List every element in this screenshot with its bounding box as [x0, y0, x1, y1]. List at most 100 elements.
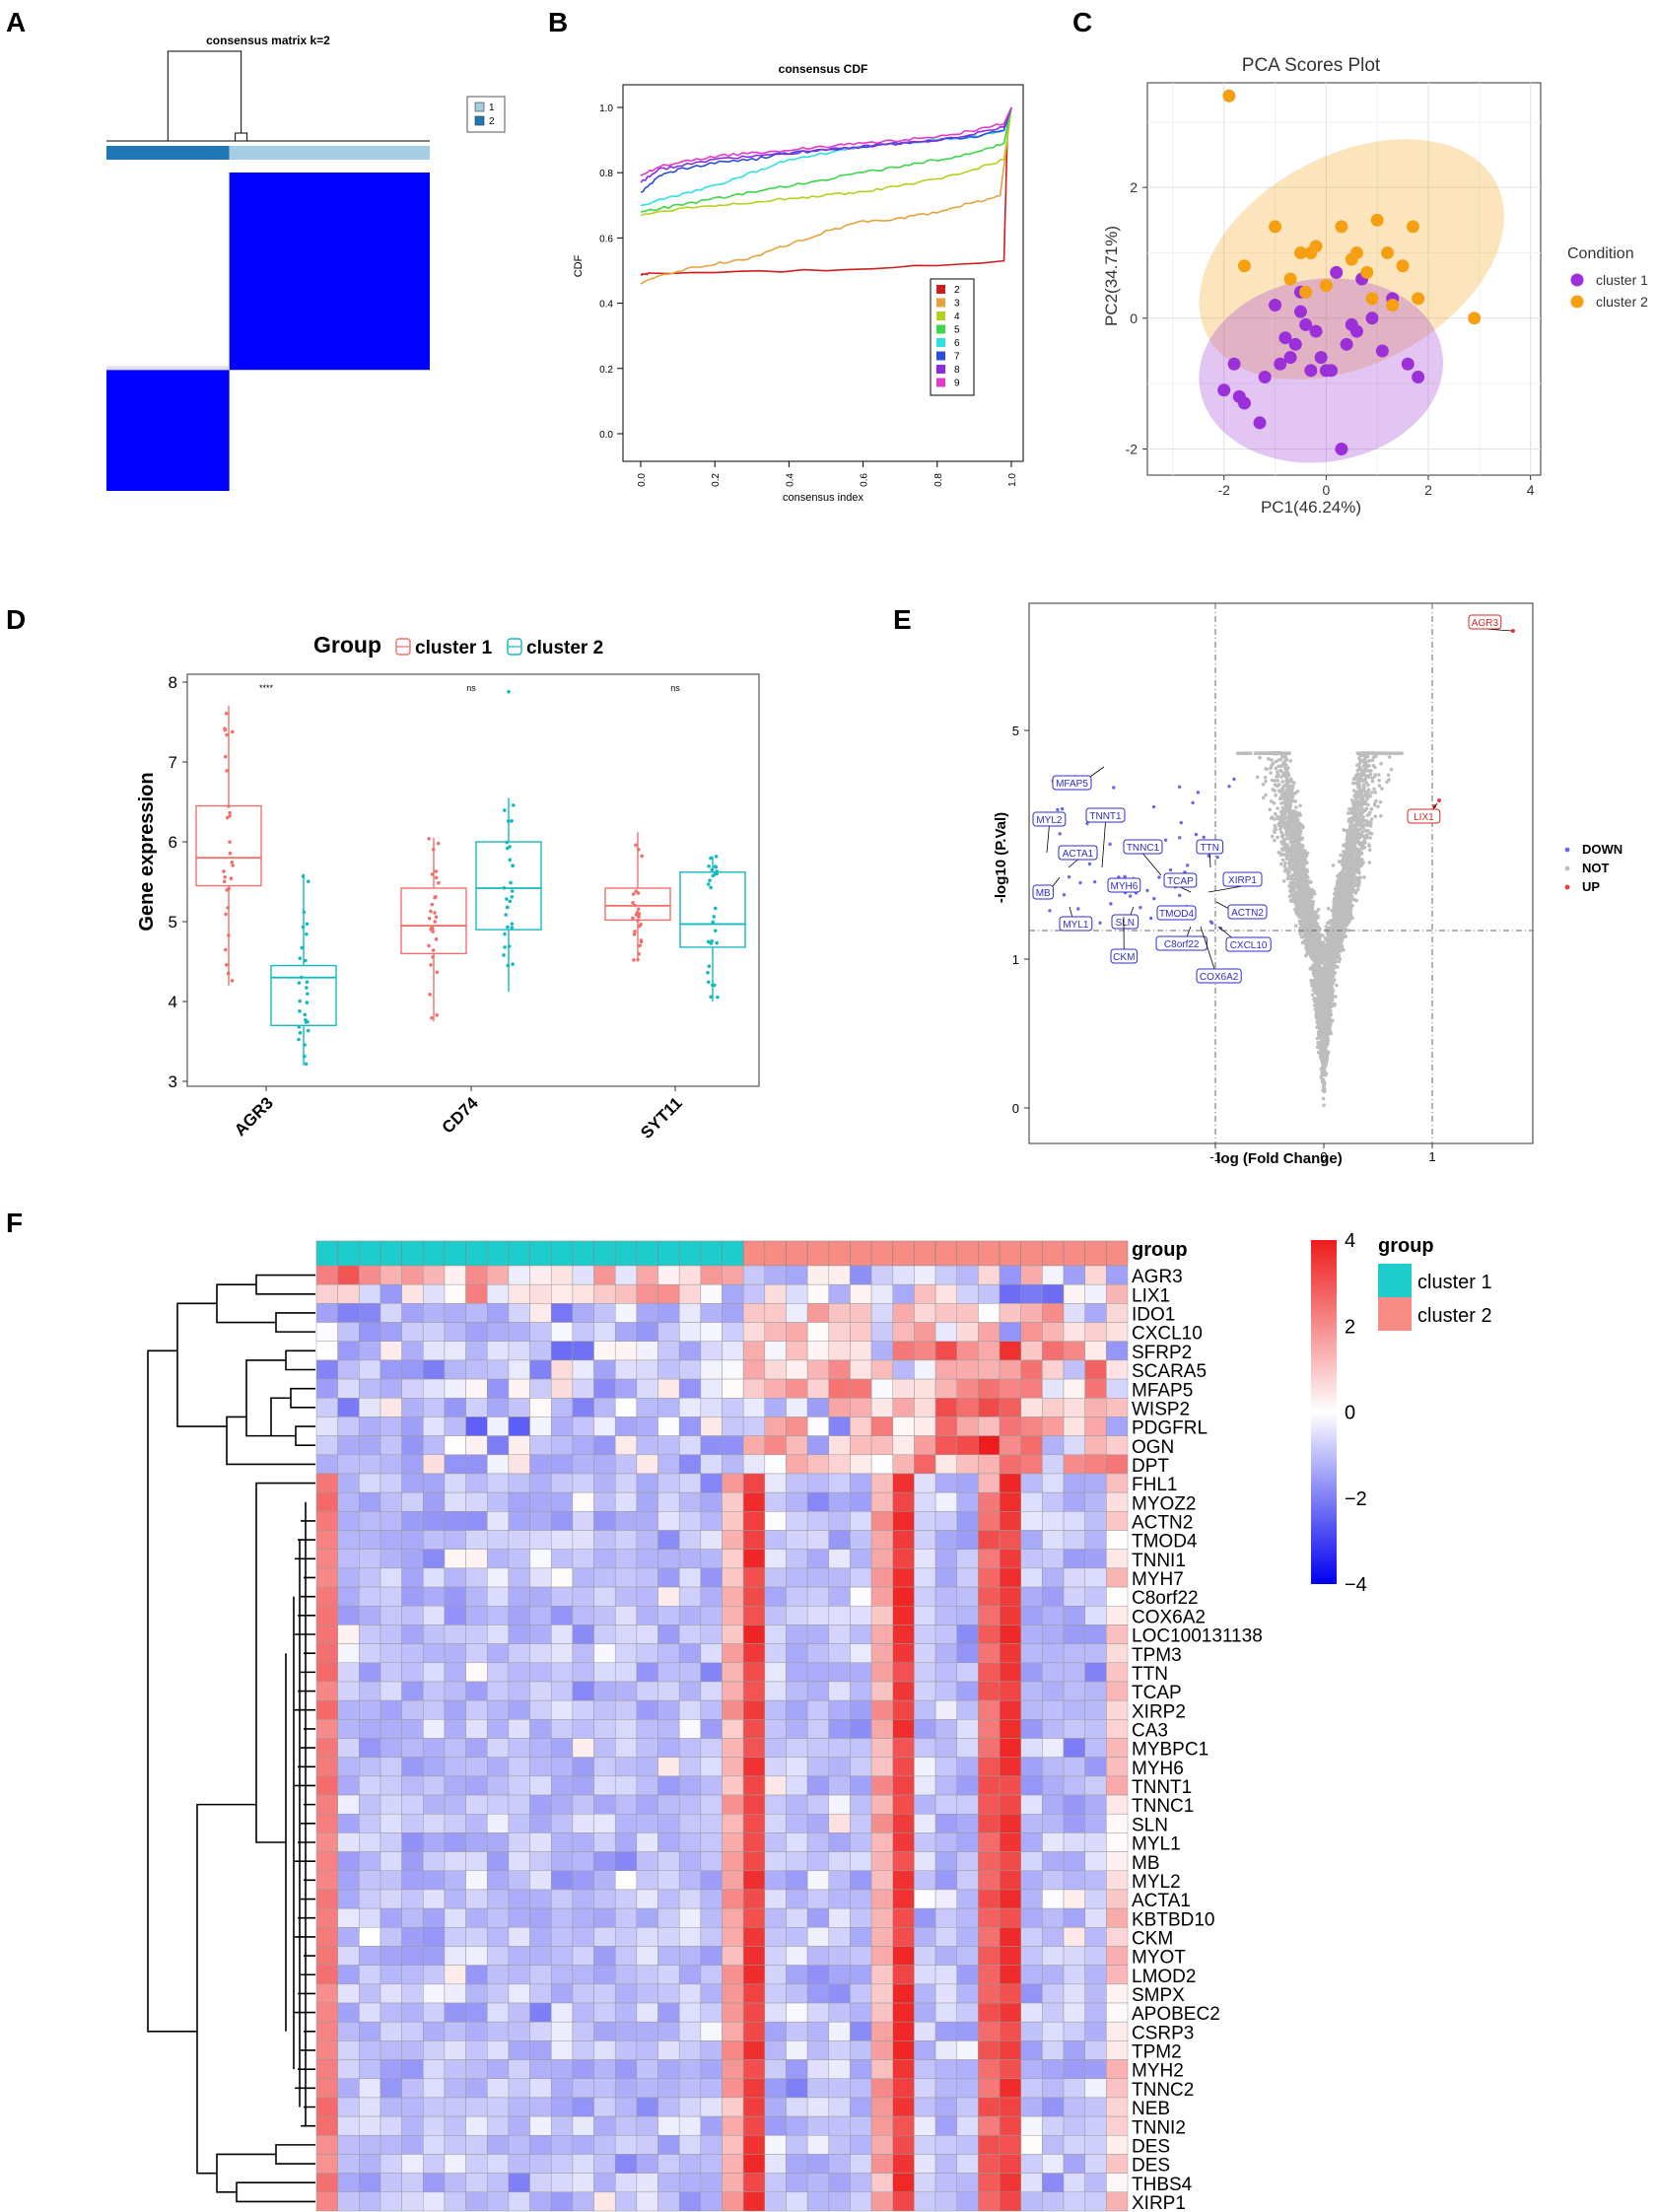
- panel-f-cell: [1020, 1303, 1043, 1323]
- panel-f-annotation-cluster-1: [700, 1240, 723, 1267]
- panel-f-gene-label: TPM3: [1132, 1645, 1182, 1666]
- panel-f-cell: [465, 1359, 488, 1380]
- panel-f-cell: [657, 1681, 680, 1701]
- panel-f-cell: [1042, 1454, 1065, 1475]
- panel-f-annotation-cluster-1: [508, 1240, 530, 1267]
- panel-f-cell: [1106, 2002, 1129, 2023]
- panel-f-cell: [850, 1511, 872, 1531]
- panel-f-cell: [678, 1378, 702, 1399]
- panel-f-cell: [870, 1567, 894, 1588]
- panel-f-cell: [636, 2191, 658, 2212]
- panel-f-cell: [1020, 1699, 1043, 1720]
- panel-f-cell: [593, 1832, 616, 1852]
- panel-f-cell: [786, 1491, 808, 1512]
- panel-f-cell: [657, 1719, 680, 1739]
- panel-f-cell: [999, 1303, 1021, 1323]
- panel-f-cell: [956, 2021, 979, 2041]
- panel-f-cell: [465, 2040, 488, 2060]
- panel-f-cell: [508, 1719, 530, 1739]
- panel-f-cell: [401, 1265, 424, 1285]
- panel-f-cell: [550, 1398, 574, 1417]
- panel-f-cell: [828, 2191, 851, 2212]
- panel-f-cell: [465, 1378, 488, 1399]
- panel-f-cell: [1020, 1851, 1043, 1872]
- panel-d-box-SYT11-cluster-1-point: [631, 916, 635, 921]
- panel-f-cell: [423, 1605, 446, 1625]
- panel-f-cell: [572, 1738, 594, 1758]
- panel-f-cell: [978, 1530, 1001, 1550]
- panel-f-cell: [786, 1265, 808, 1285]
- panel-f-cell: [337, 1738, 360, 1758]
- panel-f-cell: [657, 2040, 680, 2060]
- panel-c-legend-label-cluster-2: cluster 2: [1596, 294, 1648, 310]
- panel-f-cell: [870, 2173, 894, 2193]
- panel-f-cell: [529, 1907, 552, 1928]
- panel-f-cell: [315, 2040, 338, 2060]
- panel-f-cell: [359, 1907, 381, 1928]
- panel-f-cell: [487, 1681, 510, 1701]
- panel-f-cell: [722, 2135, 744, 2155]
- panel-f-cell: [444, 1491, 466, 1512]
- panel-b-legend-label-k9: 9: [954, 379, 960, 389]
- panel-f-cell: [1042, 2021, 1065, 2041]
- panel-c-point-cluster-2: [1381, 245, 1395, 259]
- panel-e-point-down: [1151, 804, 1156, 809]
- panel-f-cell: [636, 1530, 658, 1550]
- panel-f-cell: [337, 2135, 360, 2155]
- panel-f-cell: [1042, 1341, 1065, 1361]
- panel-f-cell: [1063, 1265, 1085, 1285]
- panel-f-cell: [508, 1283, 530, 1304]
- panel-f-cell: [315, 1567, 338, 1588]
- panel-f-cell: [914, 1813, 936, 1833]
- panel-f-cell: [487, 1473, 510, 1493]
- panel-f-cell: [465, 1417, 488, 1436]
- panel-e-label-box: [1059, 916, 1093, 932]
- panel-f-cell: [359, 1624, 381, 1644]
- panel-f-annotation-cluster-2: [1020, 1240, 1043, 1267]
- panel-f-cell: [380, 1813, 402, 1833]
- panel-d-box-SYT11-cluster-2-point: [710, 867, 715, 872]
- panel-f-cell: [892, 1907, 915, 1928]
- panel-c-frame: [1146, 82, 1542, 476]
- panel-f-cell: [678, 1265, 702, 1285]
- panel-a-legend-swatch-1: [474, 102, 485, 112]
- panel-f-cell: [1063, 1775, 1085, 1796]
- panel-e-point-down: [1168, 867, 1173, 872]
- panel-d-box-SYT11-cluster-2-point: [713, 906, 718, 911]
- panel-f-cell: [722, 1586, 744, 1607]
- panel-f-cell: [1106, 2173, 1129, 2193]
- panel-f-cell: [1063, 1927, 1085, 1947]
- panel-f-cell: [978, 1341, 1001, 1361]
- panel-f-cell: [978, 1549, 1001, 1569]
- panel-f-cell: [337, 1378, 360, 1399]
- panel-f-cell: [657, 1303, 680, 1323]
- panel-f-cell: [914, 1586, 936, 1607]
- panel-f-cell: [742, 1265, 766, 1285]
- panel-f-cell: [508, 1794, 530, 1815]
- panel-f-cell: [359, 1341, 381, 1361]
- panel-f-cell: [892, 2191, 915, 2212]
- panel-f-cell: [337, 1567, 360, 1588]
- panel-d-box-SYT11-cluster-1-point: [632, 958, 636, 962]
- panel-d-box-AGR3-cluster-1-point: [228, 851, 233, 856]
- panel-f-cell: [487, 1927, 510, 1947]
- panel-f-cell: [914, 2078, 936, 2099]
- panel-f-cell: [423, 1454, 446, 1475]
- panel-d-box-AGR3-cluster-2-point: [297, 1037, 301, 1042]
- panel-f-cell: [337, 1605, 360, 1625]
- panel-f-cell: [508, 1757, 530, 1777]
- panel-f-cell: [934, 1530, 957, 1550]
- panel-f-cell: [722, 1454, 744, 1475]
- panel-f-cell: [978, 1889, 1001, 1909]
- panel-f-cell: [978, 2135, 1001, 2155]
- panel-f-cell: [806, 1303, 830, 1323]
- panel-f-cell: [657, 1265, 680, 1285]
- panel-f-cell: [722, 1775, 744, 1796]
- panel-f-cell: [1084, 1965, 1107, 1985]
- panel-b-xlabel: consensus index: [783, 492, 863, 504]
- panel-f-cell: [423, 1417, 446, 1436]
- panel-f-cell: [722, 2021, 744, 2041]
- panel-f-cell: [678, 2040, 702, 2060]
- panel-f-cell: [850, 1359, 872, 1380]
- panel-f-cell: [999, 1813, 1021, 1833]
